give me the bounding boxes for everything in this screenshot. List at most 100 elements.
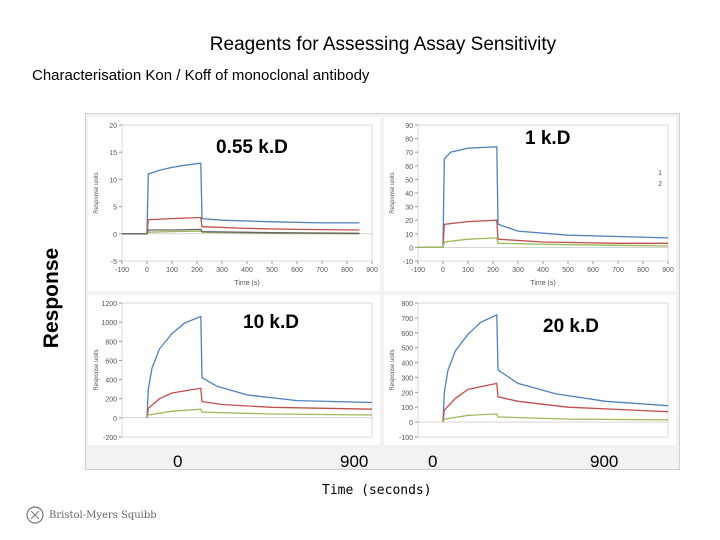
- plot-area: [417, 124, 669, 262]
- x-tick-label: 700: [612, 267, 624, 274]
- y-tick-label: 400: [401, 361, 413, 368]
- x-tick-label: 600: [291, 267, 303, 274]
- chart-title-1kd: 1 k.D: [525, 128, 571, 149]
- y-tick-label: 90: [405, 123, 413, 130]
- series-line-gray: [122, 228, 360, 235]
- legend-entry: 2: [658, 181, 662, 188]
- series-line-red: [146, 387, 373, 418]
- y-tick-label: 1000: [101, 320, 117, 327]
- x-axis-label: Time (s): [234, 280, 259, 287]
- chart-panel-1kd: -10 0 10 20 30 40 50 60 70 80 90 Response units -100…: [384, 117, 676, 291]
- x-tick-label: -100: [411, 267, 425, 274]
- series-line-3: [418, 237, 669, 249]
- x-tick-label: 0: [441, 267, 445, 274]
- y-tick-label: 40: [405, 191, 413, 198]
- y-tick-label: 0: [113, 416, 117, 423]
- chart-title-20kd: 20 k.D: [543, 316, 599, 337]
- series-line-green: [146, 408, 373, 419]
- chart-title-10kd: 10 k.D: [243, 312, 299, 333]
- x-tick-label: -100: [115, 267, 129, 274]
- y-tick-label: 50: [405, 177, 413, 184]
- y-tick-label: 80: [405, 137, 413, 144]
- y-tick-label: 700: [401, 316, 413, 323]
- logo-text: Bristol-Myers Squibb: [49, 509, 157, 521]
- series-line-blue: [442, 313, 669, 423]
- series-line-2: [418, 219, 668, 249]
- series-line-1: [418, 146, 669, 249]
- chart-panel-20kd: -100 0 100 200 300 400 500 600 700 800 Response un…: [384, 295, 676, 445]
- y-tick-label: 20: [109, 123, 117, 130]
- y-tick-label: -100: [399, 435, 413, 442]
- x-tick-label: 400: [241, 267, 253, 274]
- x-tick-label: 200: [487, 267, 499, 274]
- y-tick-label: 0: [409, 245, 413, 252]
- x-tick-label: 800: [637, 267, 649, 274]
- x-tick-label: 900: [366, 267, 378, 274]
- x-axis-label: Time (s): [530, 280, 555, 287]
- y-tick-label: -200: [103, 435, 117, 442]
- y-axis-label: Response units: [390, 172, 396, 213]
- time-label-right-end: 900: [590, 452, 619, 471]
- y-tick-label: 15: [109, 150, 117, 157]
- chart-0-55kd: -5 0 5 10 15 20 Response units -100 0 100 200 300 40…: [94, 123, 378, 287]
- y-axis-label: Response units: [94, 349, 100, 390]
- y-tick-label: -10: [403, 259, 413, 266]
- x-tick-label: 400: [537, 267, 549, 274]
- y-tick-label: 200: [105, 397, 117, 404]
- page-title: Reagents for Assessing Assay Sensitivity: [209, 34, 557, 55]
- x-tick-label: 800: [341, 267, 353, 274]
- x-tick-label: 500: [562, 267, 574, 274]
- x-tick-label: 700: [316, 267, 328, 274]
- y-axis-title: Response: [40, 247, 63, 349]
- y-tick-label: 70: [405, 150, 413, 157]
- x-tick-label: 100: [166, 267, 178, 274]
- series-line-red: [442, 382, 669, 423]
- y-tick-label: 60: [405, 164, 413, 171]
- x-tick-label: 200: [191, 267, 203, 274]
- chart-10kd: -200 0 200 400 600 800 1000 1200 Response units: [94, 301, 373, 442]
- x-tick-label: 500: [266, 267, 278, 274]
- chart-panel-10kd: -200 0 200 400 600 800 1000 1200 Response units: [88, 295, 380, 445]
- x-tick-label: 300: [216, 267, 228, 274]
- page-subtitle: Characterisation Kon / Koff of monoclona…: [32, 67, 370, 84]
- chart-20kd: -100 0 100 200 300 400 500 600 700 800 Response un…: [390, 301, 669, 442]
- x-tick-label: 300: [512, 267, 524, 274]
- series-line-green: [442, 413, 669, 423]
- y-tick-label: 500: [401, 346, 413, 353]
- y-tick-label: 200: [401, 390, 413, 397]
- y-tick-label: 600: [105, 358, 117, 365]
- x-axis-title: Time (seconds): [322, 483, 432, 498]
- y-tick-label: 20: [405, 218, 413, 225]
- y-tick-label: 1200: [101, 301, 117, 308]
- company-logo: Bristol-Myers Squibb: [26, 505, 157, 525]
- y-tick-label: 10: [405, 232, 413, 239]
- y-tick-label: 800: [401, 301, 413, 308]
- y-axis-label: Response units: [94, 172, 100, 213]
- y-tick-label: 0: [409, 420, 413, 427]
- series-line-red: [122, 216, 360, 235]
- chart-title-0-55kd: 0.55 k.D: [216, 137, 288, 158]
- legend-entry: 1: [658, 170, 662, 177]
- series-line-blue: [146, 315, 373, 418]
- y-tick-label: 10: [109, 177, 117, 184]
- x-tick-label: 100: [462, 267, 474, 274]
- bms-logo-icon: [26, 506, 44, 524]
- time-label-right-start: 0: [428, 452, 438, 471]
- y-tick-label: 400: [105, 378, 117, 385]
- y-tick-label: -5: [111, 259, 117, 266]
- y-tick-label: 30: [405, 205, 413, 212]
- time-label-left-end: 900: [340, 452, 369, 471]
- series-line-blue: [122, 162, 360, 235]
- y-tick-label: 800: [105, 339, 117, 346]
- y-tick-label: 300: [401, 375, 413, 382]
- y-tick-label: 0: [113, 232, 117, 239]
- x-tick-label: 600: [587, 267, 599, 274]
- x-tick-label: 0: [145, 267, 149, 274]
- time-label-left-start: 0: [173, 452, 183, 471]
- y-axis-label: Response units: [390, 349, 396, 390]
- y-tick-label: 100: [401, 405, 413, 412]
- plot-area: [417, 302, 669, 438]
- y-tick-label: 5: [113, 205, 117, 212]
- y-tick-label: 600: [401, 331, 413, 338]
